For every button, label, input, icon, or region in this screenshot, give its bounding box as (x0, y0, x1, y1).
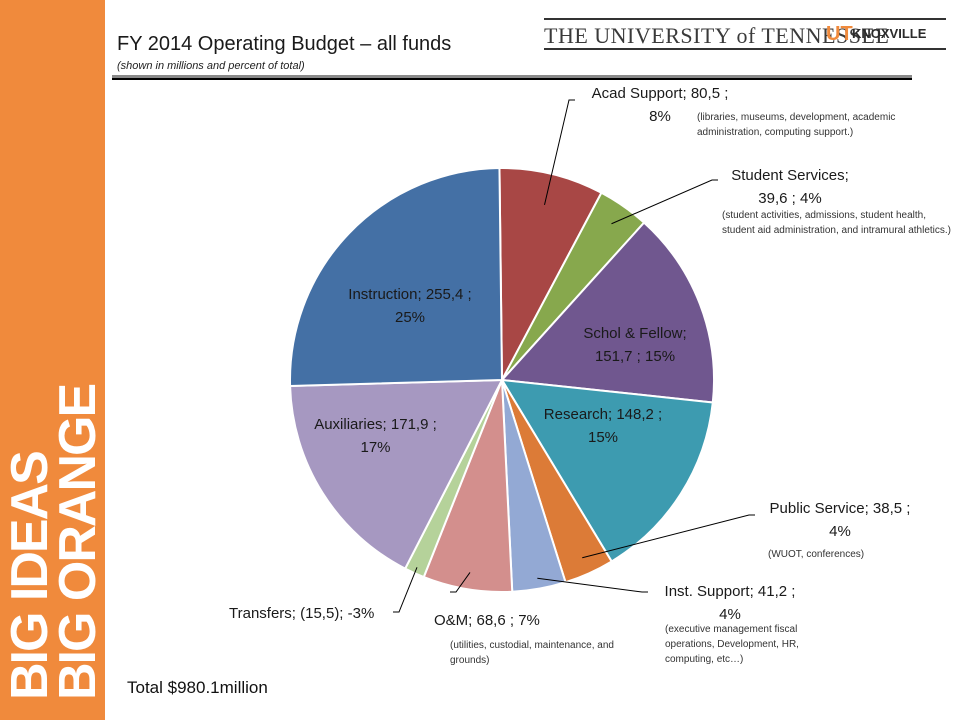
leader-line-student-services (611, 179, 718, 225)
slice-label-line: 17% (360, 439, 391, 456)
leader-line-o-m (450, 572, 471, 593)
slice-label-line: 39,6 ; 4% (758, 190, 822, 207)
slice-label-inst-support: Inst. Support; 41,2 ; 4% (650, 580, 810, 626)
leader-line-transfers (393, 567, 418, 613)
pie-slice-schol-fellow (499, 221, 715, 404)
brand-sidebar: BIG ORANGE BIG IDEAS (0, 0, 105, 720)
logo-ut-mark: UT (826, 23, 853, 45)
slice-label-line: Student Services; (731, 167, 849, 184)
pie-slice-instruction (289, 167, 504, 388)
slice-label-schol-fellow: Schol & Fellow; 151,7 ; 15% (555, 322, 715, 368)
leader-line-acad-support (544, 99, 575, 205)
slice-label-auxiliaries: Auxiliaries; 171,9 ; 17% (298, 413, 453, 459)
slice-note-student-services: (student activities, admissions, student… (722, 210, 952, 236)
slice-label-line: 25% (394, 309, 426, 326)
slice-label-line: 8% (649, 108, 671, 125)
slice-label-student-services: Student Services; 39,6 ; 4% (715, 164, 865, 210)
leader-line-inst-support (537, 577, 648, 593)
slice-label-line: Research; 148,2 ; (543, 406, 663, 423)
pie-slice-auxiliaries (289, 378, 504, 570)
slice-label-line: Schol & Fellow; (583, 325, 687, 342)
svg-text:BIG ORANGE: BIG ORANGE (49, 385, 105, 700)
logo-top-rule (544, 18, 946, 20)
slice-label-line: Acad Support; 80,5 ; (591, 85, 729, 102)
slice-label-public-service: Public Service; 38,5 ; 4% (755, 497, 925, 543)
slice-note-public-service: (WUOT, conferences) (768, 549, 865, 560)
logo-university-text: THE UNIVERSITY of TENNESSEE (544, 23, 890, 48)
slice-label-line: 151,7 ; 15% (594, 348, 676, 365)
slice-label-line: 4% (719, 606, 741, 623)
slice-label-transfers: Transfers; (15,5); -3% (229, 605, 375, 622)
logo-bottom-rule (544, 48, 946, 50)
total-label: Total $980.1million (127, 678, 268, 697)
pie-slice-research (500, 378, 714, 563)
slice-label-acad-support: Acad Support; 80,5 ; 8% (575, 82, 745, 128)
slice-label-line: Auxiliaries; 171,9 ; (314, 416, 437, 433)
slice-label-line: Inst. Support; 41,2 ; (664, 583, 796, 600)
slice-label-line: 15% (587, 429, 619, 446)
slice-label-line: Instruction; 255,4 ; (348, 286, 472, 303)
slice-label-line: Public Service; 38,5 ; (769, 500, 911, 517)
slice-note-om: (utilities, custodial, maintenance, and … (450, 640, 614, 666)
slice-label-line: 4% (829, 523, 851, 540)
svg-text:BIG IDEAS: BIG IDEAS (1, 452, 59, 700)
university-logo: THE UNIVERSITY of TENNESSEE UT KNOXVILLE (544, 18, 946, 52)
slice-label-instruction: Instruction; 255,4 ; 25% (330, 283, 490, 329)
slice-label-research: Research; 148,2 ; 15% (528, 403, 678, 449)
title-rule-dark (112, 78, 912, 80)
slice-note-acad-support: (libraries, museums, development, academ… (697, 112, 896, 138)
logo-campus-text: KNOXVILLE (852, 26, 927, 41)
leader-line-public-service (582, 514, 755, 559)
title-rule (112, 75, 912, 78)
page-subtitle: (shown in millions and percent of total) (117, 60, 305, 72)
page-title: FY 2014 Operating Budget – all funds (117, 33, 452, 55)
big-orange-big-ideas-wordmark: BIG ORANGE BIG IDEAS (1, 385, 105, 700)
slice-note-inst-support: (executive management fiscal operations,… (665, 624, 799, 665)
slice-label-om: O&M; 68,6 ; 7% (434, 612, 540, 629)
